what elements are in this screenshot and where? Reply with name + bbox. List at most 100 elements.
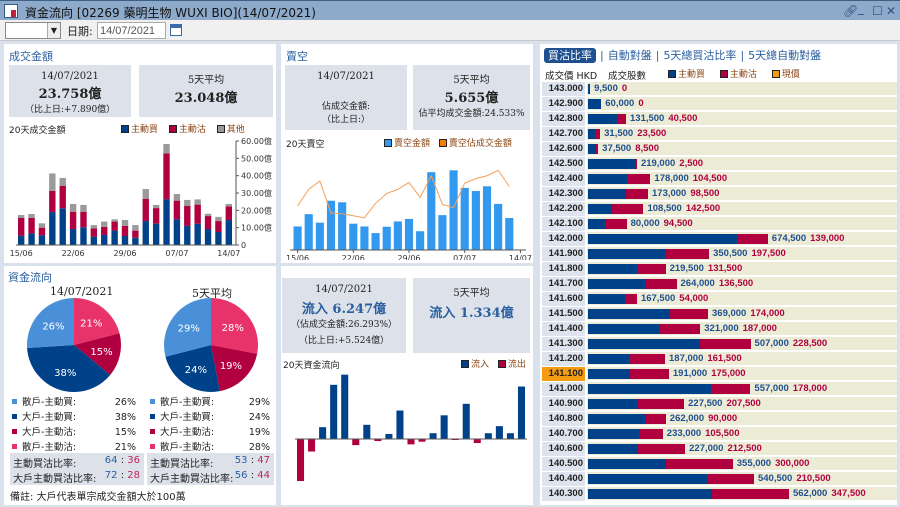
bar-buy (38, 235, 46, 245)
volume-values: 37,500 8,500 (602, 142, 659, 156)
price-row[interactable]: 141.300 507,000 228,500 (540, 337, 897, 351)
bar-buy (28, 233, 35, 245)
price-row[interactable]: 141.100 191,000 175,000 (540, 367, 897, 381)
tab-5day-auto-match[interactable]: 5天總自動對盤 (748, 49, 822, 62)
buy-volume: 37,500 (602, 143, 632, 154)
pie-slice-label: 15% (90, 347, 112, 358)
price-row[interactable]: 140.600 227,000 212,500 (540, 442, 897, 456)
price-cell: 140.500 (542, 457, 585, 471)
bar-inflow (484, 433, 492, 439)
volume-bar-area: 178,000 104,500 (587, 172, 897, 186)
maximize-icon[interactable]: ☐ (872, 4, 883, 18)
price-row[interactable]: 140.500 355,000 300,000 (540, 457, 897, 471)
bar-sell (69, 211, 77, 230)
volume-bar-area: 262,000 90,000 (587, 412, 897, 426)
stock-selector-dropdown[interactable]: ▼ (5, 22, 61, 39)
price-row[interactable]: 142.700 31,500 23,500 (540, 127, 897, 141)
price-row[interactable]: 140.700 233,000 105,500 (540, 427, 897, 441)
x-tick-label: 07/07 (453, 254, 476, 260)
pie-slice-label: 26% (42, 322, 64, 333)
sell-volume-bar (605, 219, 627, 229)
legend-buy: 主動買 (668, 70, 705, 80)
chart-legend: 流入 流出 (461, 357, 526, 370)
price-row[interactable]: 141.200 187,000 161,500 (540, 352, 897, 366)
buy-swatch-icon (668, 70, 676, 78)
legend-dot-icon (12, 444, 17, 449)
bar-sell (90, 228, 98, 237)
price-row[interactable]: 141.800 219,500 131,500 (540, 262, 897, 276)
sell-volume: 212,500 (727, 443, 762, 454)
price-row[interactable]: 142.500 219,000 2,500 (540, 157, 897, 171)
net-flow-chart (295, 374, 527, 481)
date-input[interactable] (97, 22, 166, 39)
calendar-icon[interactable] (170, 24, 182, 36)
sell-volume-bar (611, 204, 644, 214)
close-icon[interactable]: ✕ (886, 4, 897, 18)
price-row[interactable]: 142.100 80,000 94,500 (540, 217, 897, 231)
buy-volume-bar (588, 474, 708, 484)
price-row[interactable]: 141.600 167,500 54,000 (540, 292, 897, 306)
sell-volume: 54,000 (679, 293, 709, 304)
sell-volume: 0 (621, 83, 628, 94)
price-row[interactable]: 141.700 264,000 136,500 (540, 277, 897, 291)
price-row[interactable]: 142.800 131,500 40,500 (540, 112, 897, 126)
price-row[interactable]: 140.300 562,000 347,500 (540, 487, 897, 501)
price-row[interactable]: 142.300 173,000 98,500 (540, 187, 897, 201)
tab-auto-match[interactable]: 自動對盤 (607, 49, 652, 62)
turnover-value: 23.758億 (38, 87, 102, 102)
bar-buy (173, 219, 181, 245)
buy-volume-bar (588, 399, 639, 409)
sell-volume: 142,500 (685, 203, 721, 214)
price-row[interactable]: 142.900 60,000 0 (540, 97, 897, 111)
chevron-down-icon[interactable]: ▼ (47, 23, 60, 38)
price-row[interactable]: 142.600 37,500 8,500 (540, 142, 897, 156)
sell-volume-bar (707, 474, 754, 484)
legend-pct: 19% (248, 427, 270, 438)
price-row[interactable]: 141.000 557,000 178,000 (540, 382, 897, 396)
legend-short: 賣空金額 (384, 139, 430, 149)
price-row[interactable]: 141.900 350,500 197,500 (540, 247, 897, 261)
bar-short (460, 187, 469, 250)
bar-short (349, 223, 358, 250)
bar-short (404, 218, 414, 250)
sell-volume-bar (700, 339, 751, 349)
sell-volume-bar (711, 384, 751, 394)
legend-pct: 38% (114, 412, 136, 423)
price-row[interactable]: 142.400 178,000 104,500 (540, 172, 897, 186)
volume-values: 369,000 174,000 (712, 307, 785, 321)
price-row[interactable]: 141.400 321,000 187,000 (540, 322, 897, 336)
tab-5day-ratio[interactable]: 5天總買沽比率 (663, 49, 737, 62)
legend-label: 散戶-主動沽: (22, 442, 77, 453)
legend-row: 大戶-主動買: 24% (150, 410, 274, 425)
bar-outflow (451, 439, 459, 441)
price-row[interactable]: 141.500 369,000 174,000 (540, 307, 897, 321)
volume-values: 108,500 142,500 (647, 202, 720, 216)
flow-pct: （佔成交金額:26.293%） (290, 320, 398, 330)
volume-bar-area: 562,000 347,500 (587, 487, 897, 501)
tab-buy-sell-ratio[interactable]: 買沽比率 (544, 48, 596, 63)
price-row[interactable]: 143.000 9,500 0 (540, 82, 897, 96)
buy-volume: 507,000 (754, 338, 789, 349)
minimize-icon[interactable]: _ (858, 1, 864, 15)
ratio-value: 53 : 47 (234, 455, 270, 466)
bar-buy (184, 225, 191, 245)
bar-short (438, 215, 447, 250)
price-row[interactable]: 142.000 674,500 139,000 (540, 232, 897, 246)
volume-values: 674,500 139,000 (772, 232, 845, 246)
price-cell: 141.900 (542, 247, 585, 261)
buy-volume: 227,000 (689, 443, 724, 454)
price-row[interactable]: 140.800 262,000 90,000 (540, 412, 897, 426)
pie-slice (74, 333, 121, 375)
y-tick-label: 30.00億 (241, 188, 272, 198)
big-ratio-value: 56 : 44 (234, 470, 270, 481)
price-row[interactable]: 140.900 227,500 207,500 (540, 397, 897, 411)
legend-inflow: 流入 (461, 360, 489, 370)
price-table[interactable]: 143.000 9,500 0 142.900 60,000 0 142.800 131,50… (540, 82, 897, 505)
current-price-swatch-icon (771, 70, 780, 78)
bar-buy (80, 227, 87, 245)
price-row[interactable]: 142.200 108,500 142,500 (540, 202, 897, 216)
price-row[interactable]: 140.400 540,500 210,500 (540, 472, 897, 486)
sell-volume: 0 (638, 98, 644, 109)
x-tick-label: 15/06 (10, 249, 33, 258)
pin-icon[interactable]: 🔗︎ (843, 4, 859, 18)
